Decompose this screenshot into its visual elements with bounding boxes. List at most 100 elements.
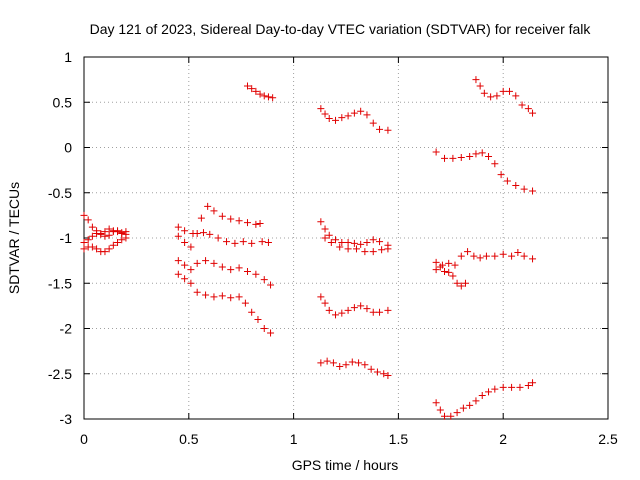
series-s8 [243,82,277,102]
data-point [231,239,239,247]
data-point [457,252,465,260]
data-point [88,232,96,240]
data-point [101,248,109,256]
data-point [355,359,363,367]
data-point [252,270,260,278]
data-point [336,243,344,251]
data-point [376,125,384,133]
data-point [447,412,455,420]
data-point [332,311,340,319]
data-point [357,302,365,310]
data-point [524,382,532,390]
data-point [187,266,195,274]
data-point [361,361,369,369]
data-point [432,266,440,274]
y-tick-label: 0.5 [53,94,73,110]
y-tick-labels: -3 -2.5 -2 -1.5 -1 -0.5 0 0.5 1 [48,49,72,427]
data-point [88,243,96,251]
data-point [109,241,117,249]
data-point [248,308,256,316]
data-point [449,272,457,280]
data-point [376,308,384,316]
data-point [367,365,375,373]
y-tick-label: -3 [60,411,73,427]
data-point [105,245,113,253]
data-point [210,207,218,215]
data-point [369,308,377,316]
data-point [344,112,352,120]
data-point [350,109,358,117]
data-point [93,245,101,253]
data-point [243,82,251,90]
data-point [264,239,272,247]
data-point [482,252,490,260]
data-point [84,216,92,224]
data-point [485,388,493,396]
data-point [267,329,275,337]
x-tick-label: 1.5 [389,431,409,447]
grid [84,57,608,419]
data-point [109,227,117,235]
data-point [187,243,195,251]
data-point [350,304,358,312]
data-point [97,230,105,238]
data-point [325,115,333,123]
data-point [453,409,461,417]
data-point [317,293,325,301]
data-point [436,406,444,414]
data-point [321,234,329,242]
data-point [260,325,268,332]
data-point [84,236,92,244]
data-point [357,107,365,115]
data-series [80,76,537,420]
x-tick-label: 2 [499,431,507,447]
series-s4 [174,202,264,237]
data-point [514,248,522,256]
data-point [174,270,182,278]
data-point [457,153,465,161]
data-point [369,248,377,256]
data-point [218,212,226,220]
data-point [363,305,371,313]
data-point [193,288,201,296]
data-point [329,359,337,367]
data-point [476,82,484,90]
data-point [338,309,346,317]
data-point [323,357,331,365]
data-point [491,252,499,260]
data-point [235,217,243,225]
data-point [485,153,493,161]
data-point [114,239,122,247]
data-point [264,93,272,101]
data-point [348,358,356,366]
data-point [181,275,189,283]
data-point [197,214,205,222]
data-point [499,87,507,95]
y-tick-label: -2.5 [48,366,72,382]
data-point [487,93,495,101]
data-point [480,89,488,97]
y-tick-label: 1 [64,49,72,65]
data-point [470,252,478,260]
data-point [363,239,371,247]
data-point [361,248,369,256]
data-point [174,232,182,240]
data-point [520,252,528,260]
data-point [453,279,461,287]
data-point [223,238,231,246]
data-point [202,291,210,299]
data-point [512,92,520,100]
data-point [478,149,486,157]
data-point [441,412,449,420]
data-point [516,383,524,391]
data-point [432,148,440,156]
x-tick-labels: 0 0.5 1 1.5 2 2.5 [80,431,618,447]
data-point [105,225,113,233]
y-tick-label: -2 [60,321,73,337]
data-point [269,94,277,102]
data-point [529,109,537,117]
data-point [252,220,260,228]
data-point [491,160,499,168]
data-point [256,90,264,98]
